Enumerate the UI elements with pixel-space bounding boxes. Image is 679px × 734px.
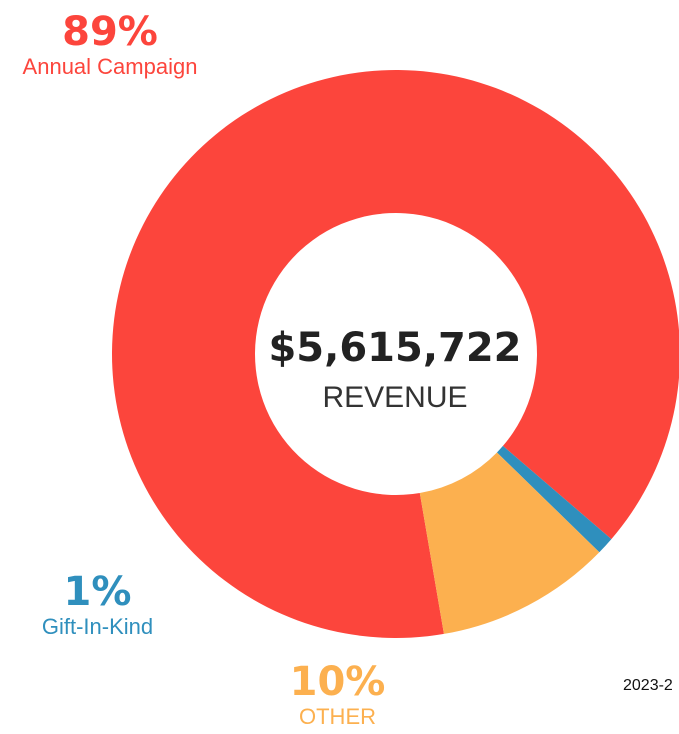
gift-in-kind-percent: 1% — [63, 569, 132, 615]
slice-annual-campaign — [112, 70, 679, 638]
slice-other — [419, 452, 600, 634]
year-label: 2023-2 — [623, 677, 673, 694]
other-percent: 10% — [289, 659, 386, 705]
center-caption: REVENUE — [322, 381, 468, 414]
slice-gift-in-kind — [496, 445, 612, 553]
callout-other: 10% OTHER — [240, 660, 435, 730]
gift-in-kind-label: Gift-In-Kind — [41, 614, 154, 639]
callout-annual-campaign: 89% Annual Campaign — [0, 10, 220, 80]
center-total-value: $5,615,722 — [268, 325, 522, 371]
other-label: OTHER — [299, 704, 376, 729]
annual-campaign-label: Annual Campaign — [22, 54, 198, 79]
annual-campaign-percent: 89% — [62, 9, 158, 55]
callout-gift-in-kind: 1% Gift-In-Kind — [10, 570, 185, 640]
